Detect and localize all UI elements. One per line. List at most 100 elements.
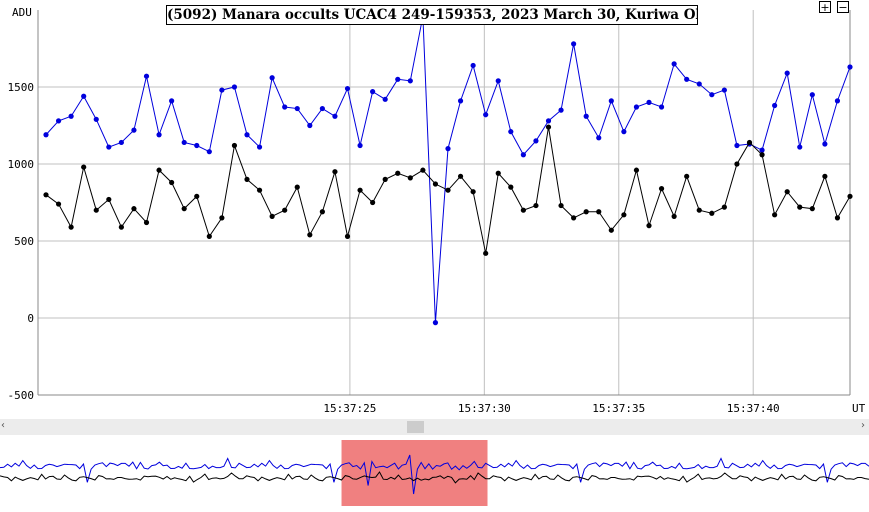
data-point xyxy=(407,175,413,181)
y-tick-label: 0 xyxy=(27,312,34,325)
data-point xyxy=(169,98,175,104)
data-point xyxy=(93,207,99,213)
data-point xyxy=(495,170,501,176)
data-point xyxy=(169,179,175,186)
data-point xyxy=(495,78,501,84)
data-point xyxy=(596,135,602,141)
zoom-in-button[interactable]: + xyxy=(819,1,831,14)
data-point xyxy=(746,139,753,146)
data-point xyxy=(822,141,828,147)
data-point xyxy=(772,212,778,218)
data-point xyxy=(646,223,652,229)
data-point xyxy=(520,207,526,213)
data-point xyxy=(307,122,313,129)
data-point xyxy=(734,161,740,167)
y-axis-label: ADU xyxy=(12,6,32,19)
data-point xyxy=(269,75,275,81)
scrollbar-track xyxy=(0,419,869,435)
data-point xyxy=(457,173,464,179)
data-point xyxy=(256,144,263,150)
data-point xyxy=(244,132,250,138)
data-point xyxy=(332,113,338,119)
data-point xyxy=(332,169,338,175)
data-point xyxy=(370,89,376,95)
data-point xyxy=(834,215,841,221)
data-point xyxy=(583,209,589,215)
data-point xyxy=(93,116,99,122)
series-line-0 xyxy=(45,16,851,323)
data-point xyxy=(470,189,476,195)
data-point xyxy=(696,207,702,213)
data-point xyxy=(809,206,815,212)
data-point xyxy=(382,96,388,102)
data-point xyxy=(658,104,665,110)
data-point xyxy=(407,78,413,84)
data-point xyxy=(432,181,439,187)
data-point xyxy=(457,98,464,104)
data-point xyxy=(470,62,476,69)
data-point xyxy=(81,93,87,99)
overview-trace-0 xyxy=(0,454,869,495)
data-point xyxy=(533,138,539,144)
data-point xyxy=(156,132,162,138)
data-point xyxy=(608,98,614,104)
data-point xyxy=(596,209,602,215)
data-point xyxy=(181,206,187,212)
data-point xyxy=(583,113,589,119)
x-axis-label: UT xyxy=(852,402,866,415)
data-point xyxy=(118,224,124,230)
data-point xyxy=(43,192,49,198)
data-point xyxy=(194,142,200,149)
chart-title: (5092) Manara occults UCAC4 249-159353, … xyxy=(166,5,698,25)
y-tick-label: 1500 xyxy=(8,81,35,94)
data-point xyxy=(156,167,162,173)
data-point xyxy=(684,173,690,179)
data-point xyxy=(558,107,564,113)
data-point xyxy=(294,184,300,190)
data-point xyxy=(357,187,363,193)
data-point xyxy=(709,210,715,216)
data-point xyxy=(432,320,439,326)
data-point xyxy=(684,76,690,82)
data-point xyxy=(206,233,212,239)
data-point xyxy=(445,187,451,193)
y-tick-label: 500 xyxy=(14,235,34,248)
data-point xyxy=(395,76,401,82)
x-tick-label: 15:37:35 xyxy=(592,402,645,415)
data-point xyxy=(508,129,514,135)
data-point xyxy=(445,146,451,152)
data-point xyxy=(658,186,665,192)
data-point xyxy=(633,104,640,110)
data-point xyxy=(545,124,552,130)
zoom-out-button[interactable]: − xyxy=(837,1,849,14)
data-point xyxy=(231,142,238,149)
data-point xyxy=(143,73,150,79)
overview-selection[interactable] xyxy=(341,440,488,506)
data-point xyxy=(106,144,112,150)
data-point xyxy=(696,81,702,87)
data-point xyxy=(131,127,137,133)
data-point xyxy=(118,139,124,146)
data-point xyxy=(671,61,677,67)
data-point xyxy=(784,189,790,195)
scroll-left-arrow[interactable]: ‹ xyxy=(1,420,5,431)
scrollbar-thumb[interactable] xyxy=(407,421,424,433)
data-point xyxy=(55,201,62,207)
data-point xyxy=(483,250,489,256)
x-tick-label: 15:37:40 xyxy=(727,402,780,415)
data-point xyxy=(382,176,388,182)
data-point xyxy=(797,144,803,150)
overview-trace-1 xyxy=(0,471,869,484)
scroll-right-arrow[interactable]: › xyxy=(861,420,865,431)
data-point xyxy=(797,204,803,210)
data-point xyxy=(759,152,765,158)
data-point xyxy=(319,209,325,215)
data-point xyxy=(106,196,112,203)
data-point xyxy=(81,164,87,170)
x-tick-label: 15:37:30 xyxy=(458,402,511,415)
data-point xyxy=(344,85,351,92)
data-point xyxy=(231,84,238,90)
x-tick-label: 15:37:25 xyxy=(323,402,376,415)
